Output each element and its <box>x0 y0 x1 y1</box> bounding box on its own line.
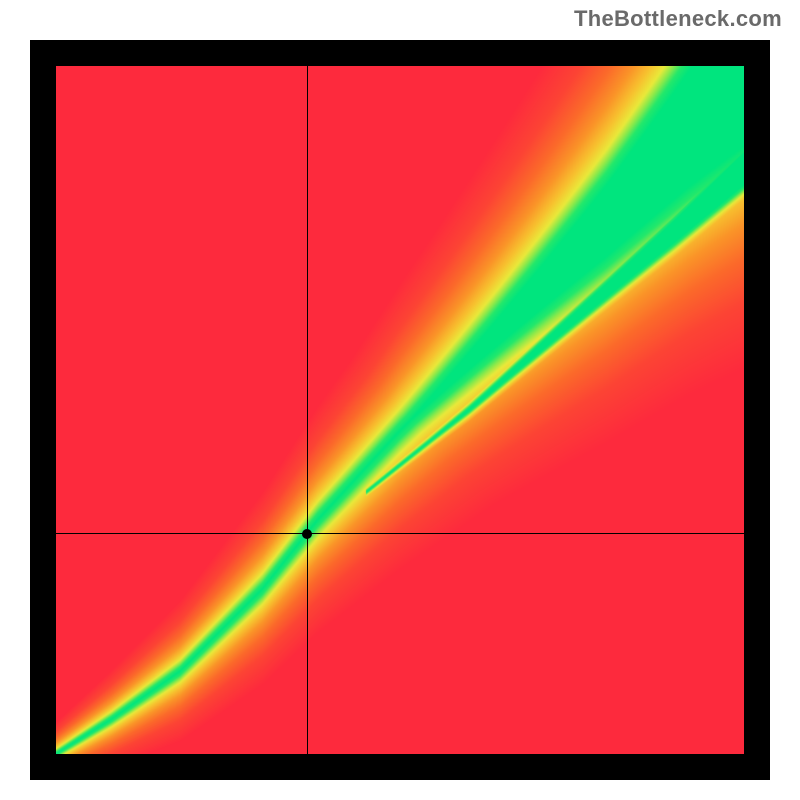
watermark-text: TheBottleneck.com <box>574 6 782 32</box>
heatmap-canvas <box>56 66 744 754</box>
crosshair-horizontal <box>56 533 744 534</box>
plot-area <box>56 66 744 754</box>
crosshair-marker <box>302 529 312 539</box>
chart-frame <box>30 40 770 780</box>
crosshair-vertical <box>307 66 308 754</box>
chart-container: TheBottleneck.com <box>0 0 800 800</box>
